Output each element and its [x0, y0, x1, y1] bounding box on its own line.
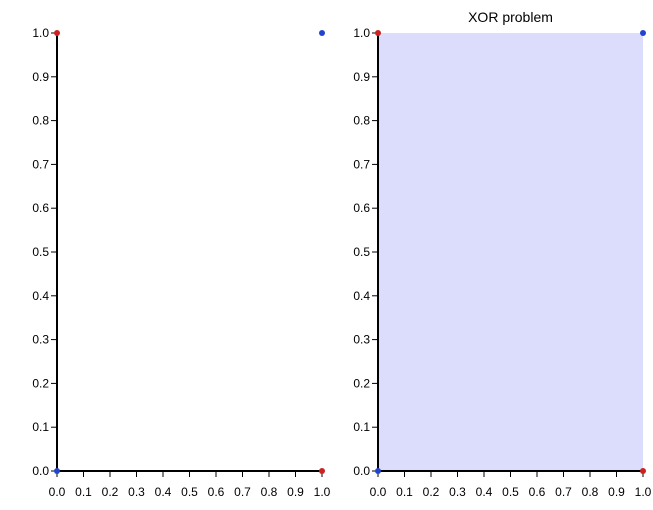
- chart-title: XOR problem: [468, 9, 553, 25]
- y-tick-label: 0.8: [353, 114, 370, 128]
- x-tick-label: 0.4: [476, 485, 493, 499]
- data-point: [375, 30, 381, 36]
- data-point: [375, 468, 381, 474]
- y-tick-label: 0.7: [353, 157, 370, 171]
- x-tick-label: 0.9: [608, 485, 625, 499]
- x-tick-label: 0.7: [555, 485, 572, 499]
- y-tick-label: 0.3: [32, 333, 49, 347]
- data-point: [319, 468, 325, 474]
- plot-area: [57, 33, 322, 471]
- x-tick-label: 0.3: [128, 485, 145, 499]
- y-tick-label: 0.9: [353, 70, 370, 84]
- x-tick-label: 0.0: [370, 485, 387, 499]
- x-tick-label: 0.6: [208, 485, 225, 499]
- y-tick-label: 0.3: [353, 333, 370, 347]
- y-tick-label: 0.1: [353, 420, 370, 434]
- y-tick-label: 0.2: [32, 376, 49, 390]
- x-tick-label: 0.8: [261, 485, 278, 499]
- x-tick-label: 0.8: [582, 485, 599, 499]
- y-tick-label: 0.6: [353, 201, 370, 215]
- x-tick-label: 0.2: [423, 485, 440, 499]
- x-tick-label: 1.0: [314, 485, 331, 499]
- data-point: [54, 468, 60, 474]
- x-tick-label: 0.5: [181, 485, 198, 499]
- x-tick-label: 0.5: [502, 485, 519, 499]
- x-tick-label: 0.4: [155, 485, 172, 499]
- y-tick-label: 0.0: [353, 464, 370, 478]
- data-point: [54, 30, 60, 36]
- data-point: [640, 30, 646, 36]
- y-tick-label: 0.2: [353, 376, 370, 390]
- x-tick-label: 0.6: [529, 485, 546, 499]
- y-tick-label: 0.7: [32, 157, 49, 171]
- y-tick-label: 0.5: [32, 245, 49, 259]
- chart-left: 0.0 0.1 0.2 0.3 0.4 0.5 0.6 0.7 0.8 0.9 1.0 0.0 0.1 0…: [32, 26, 330, 499]
- x-tick-label: 0.9: [287, 485, 304, 499]
- y-tick-label: 1.0: [32, 26, 49, 40]
- y-tick-label: 0.4: [353, 289, 370, 303]
- x-tick-label: 1.0: [635, 485, 652, 499]
- y-tick-label: 0.5: [353, 245, 370, 259]
- x-tick-label: 0.7: [234, 485, 251, 499]
- x-tick-label: 0.2: [102, 485, 119, 499]
- y-tick-label: 0.8: [32, 114, 49, 128]
- x-tick-label: 0.1: [75, 485, 92, 499]
- y-tick-label: 1.0: [353, 26, 370, 40]
- x-tick-label: 0.1: [396, 485, 413, 499]
- data-point: [319, 30, 325, 36]
- x-tick-label: 0.0: [49, 485, 66, 499]
- y-tick-label: 0.0: [32, 464, 49, 478]
- y-tick-label: 0.9: [32, 70, 49, 84]
- y-tick-label: 0.4: [32, 289, 49, 303]
- data-point: [640, 468, 646, 474]
- plot-area: [378, 33, 643, 471]
- y-tick-label: 0.6: [32, 201, 49, 215]
- chart-xor-problem: 0.0 0.1 0.2 0.3 0.4 0.5 0.6 0.7 0.8 0.9 1.0 0.0 0.1 0…: [353, 9, 651, 499]
- y-tick-label: 0.1: [32, 420, 49, 434]
- x-tick-label: 0.3: [449, 485, 466, 499]
